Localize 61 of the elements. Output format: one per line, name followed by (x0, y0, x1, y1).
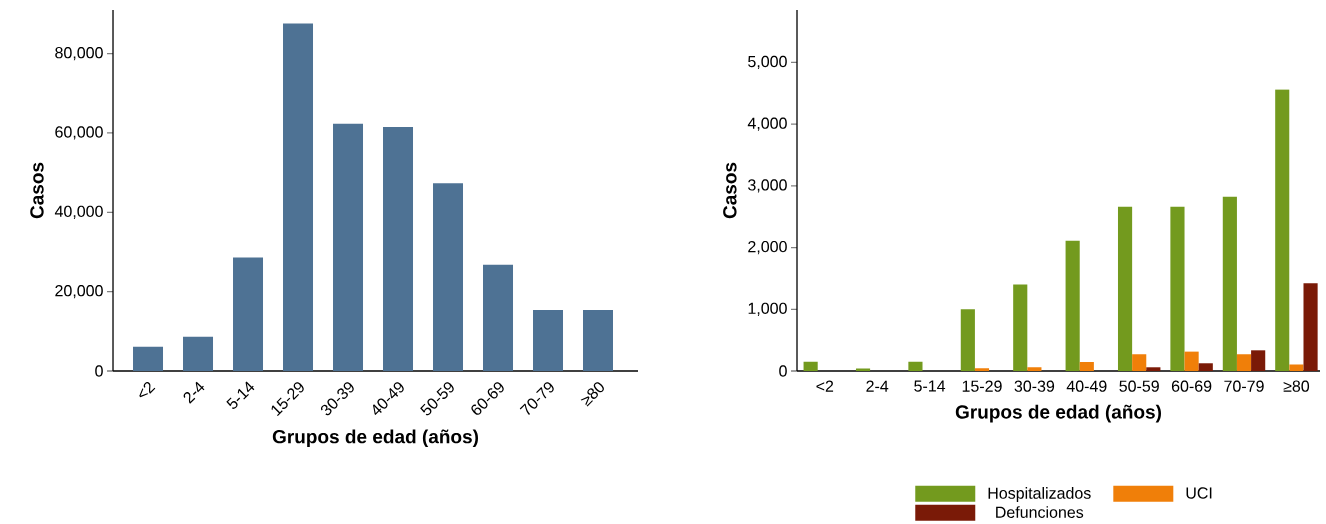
bar (433, 183, 464, 371)
bar (1236, 354, 1252, 371)
bar (183, 336, 214, 371)
x-tick-label: ≥80 (1283, 380, 1310, 392)
bar (1117, 206, 1133, 371)
y-tick-label: 5,000 (748, 55, 787, 70)
x-tick-label: 15-29 (962, 380, 1002, 392)
x-tick-label: 70-79 (1224, 380, 1264, 392)
legend-label: Defunciones (996, 506, 1084, 518)
x-tick-label: 30-39 (1014, 380, 1055, 392)
bar (583, 309, 613, 371)
y-tick-label: 0 (95, 365, 103, 377)
x-axis-title: Grupos de edad (años) (955, 404, 1161, 423)
bar (1222, 196, 1237, 371)
x-tick-label: 5-14 (914, 380, 946, 392)
y-tick-label: 40,000 (54, 205, 103, 219)
x-tick-label: <2 (139, 381, 156, 398)
y-tick-label: 1,000 (748, 302, 787, 316)
legend-label: Hospitalizados (988, 487, 1091, 503)
bar (1065, 240, 1080, 371)
bar (1184, 351, 1199, 371)
x-tick-label: 50-59 (1119, 380, 1159, 392)
bar (974, 368, 990, 371)
x-tick-label: 2-4 (183, 381, 205, 404)
bar (333, 123, 364, 371)
x-tick-label: <2 (816, 380, 834, 392)
x-tick-label: 40-49 (1066, 380, 1107, 392)
y-tick-label: 3,000 (748, 179, 787, 193)
bar (483, 264, 514, 371)
x-axis-title: Grupos de edad (años) (272, 429, 479, 448)
y-tick-label: 2,000 (748, 240, 787, 255)
bar (233, 257, 264, 371)
bar (383, 127, 414, 371)
bar (283, 23, 314, 371)
x-tick-label: ≥80 (580, 382, 604, 407)
bar (1198, 363, 1213, 371)
bar (1027, 367, 1042, 371)
bar (1251, 350, 1266, 371)
bar (1146, 367, 1161, 371)
y-tick-label: 80,000 (55, 47, 103, 61)
y-tick-label: 4,000 (747, 117, 787, 131)
bar (1303, 283, 1318, 371)
bar (908, 361, 923, 371)
x-tick-label: 2-4 (866, 380, 889, 392)
bar (1132, 354, 1147, 371)
y-tick-label: 0 (779, 365, 787, 377)
y-axis-title: Casos (30, 162, 44, 219)
bar (533, 309, 564, 371)
bar (960, 309, 975, 371)
bar (1289, 364, 1304, 371)
legend-label: UCI (1186, 487, 1212, 499)
bar (803, 361, 818, 371)
x-tick-label: 60-69 (1171, 380, 1212, 392)
bar (1275, 89, 1290, 371)
y-axis-title: Casos (723, 162, 737, 219)
bar (1170, 206, 1185, 371)
y-tick-label: 60,000 (55, 126, 103, 140)
bar (133, 346, 164, 371)
bar (1079, 362, 1094, 371)
bar (1013, 284, 1028, 371)
y-tick-label: 20,000 (55, 285, 103, 299)
